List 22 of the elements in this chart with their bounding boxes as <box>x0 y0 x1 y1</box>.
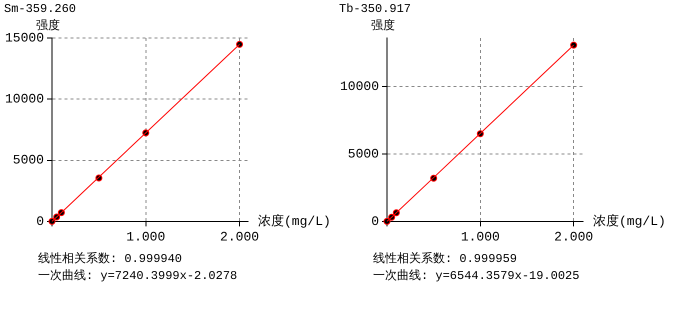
chart-title: Sm-359.260 <box>4 2 76 16</box>
text: 线性相关系数: 0.999959 <box>373 251 518 267</box>
x-axis-title: 浓度(mg/L) <box>593 212 666 229</box>
text: 一次曲线: y=7240.3999x-2.0278 <box>38 268 238 284</box>
y-tick-label: 0 <box>36 214 44 229</box>
y-tick-label: 10000 <box>4 92 44 107</box>
text: 线性相关系数: 0.999940 <box>38 251 182 267</box>
x-axis-title: 浓度(mg/L) <box>258 212 331 229</box>
y-tick-label: 15000 <box>4 30 44 46</box>
point <box>570 42 578 49</box>
text: 一次曲线: y=6544.3579x-19.0025 <box>373 268 580 284</box>
y-tick-label: 10000 <box>340 78 379 94</box>
chart-title: Tb-350.917 <box>339 2 412 16</box>
x-tick-label: 1.000 <box>126 230 166 245</box>
y-tick-label: 5000 <box>12 152 44 168</box>
x-tick-label: 1.000 <box>460 230 500 245</box>
y-tick-label: 5000 <box>348 146 379 162</box>
x-tick-label: 2.000 <box>554 230 594 245</box>
y-tick-label: 0 <box>371 214 379 229</box>
y-axis-title: 强度 <box>371 18 395 34</box>
x-tick-label: 2.000 <box>220 230 260 245</box>
y-axis-title: 强度 <box>36 18 60 33</box>
